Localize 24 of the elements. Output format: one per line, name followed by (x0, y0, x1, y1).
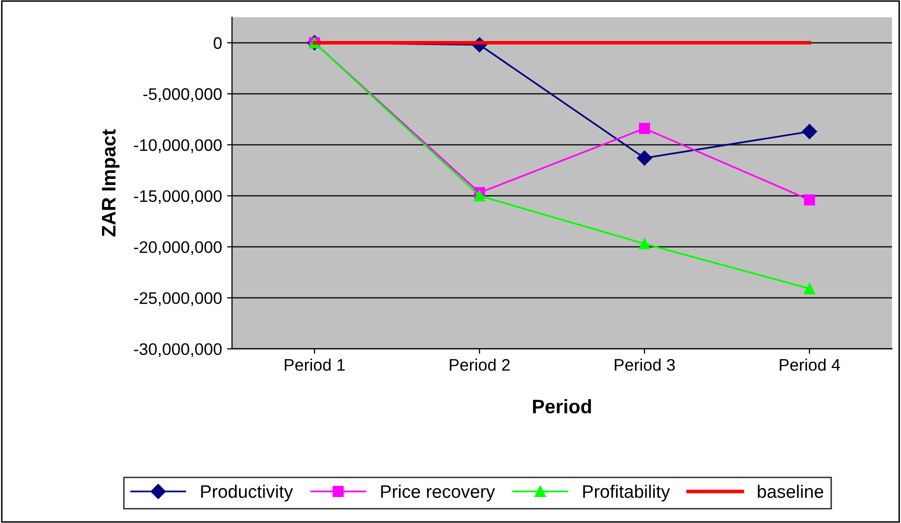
y-tick-label: -25,000,000 (134, 292, 222, 306)
point (804, 283, 816, 294)
y-axis-title: ZAR Impact (102, 129, 120, 236)
point (802, 124, 818, 140)
y-tick-label: -20,000,000 (134, 241, 222, 255)
x-tick-label: Period 1 (284, 358, 345, 371)
point (638, 122, 650, 134)
y-tick-label: -30,000,000 (134, 343, 222, 358)
legend-label: Profitability (583, 484, 670, 502)
y-tick-label: -15,000,000 (134, 190, 222, 204)
legend-label: baseline (758, 484, 824, 498)
y-tick-label: -10,000,000 (134, 139, 222, 153)
point (638, 238, 650, 250)
point (474, 190, 486, 202)
point (636, 150, 652, 166)
x-axis-title: Period (533, 399, 591, 414)
y-tick-label: -5,000,000 (143, 88, 222, 102)
x-tick-label: Period 4 (780, 358, 840, 371)
point (804, 194, 816, 206)
legend-label: Price recovery (381, 484, 496, 502)
x-tick-label: Period 3 (614, 358, 675, 371)
x-tick-label: Period 2 (450, 358, 510, 371)
legend-label: Productivity (201, 484, 293, 502)
y-tick-label: 0 (214, 37, 222, 49)
